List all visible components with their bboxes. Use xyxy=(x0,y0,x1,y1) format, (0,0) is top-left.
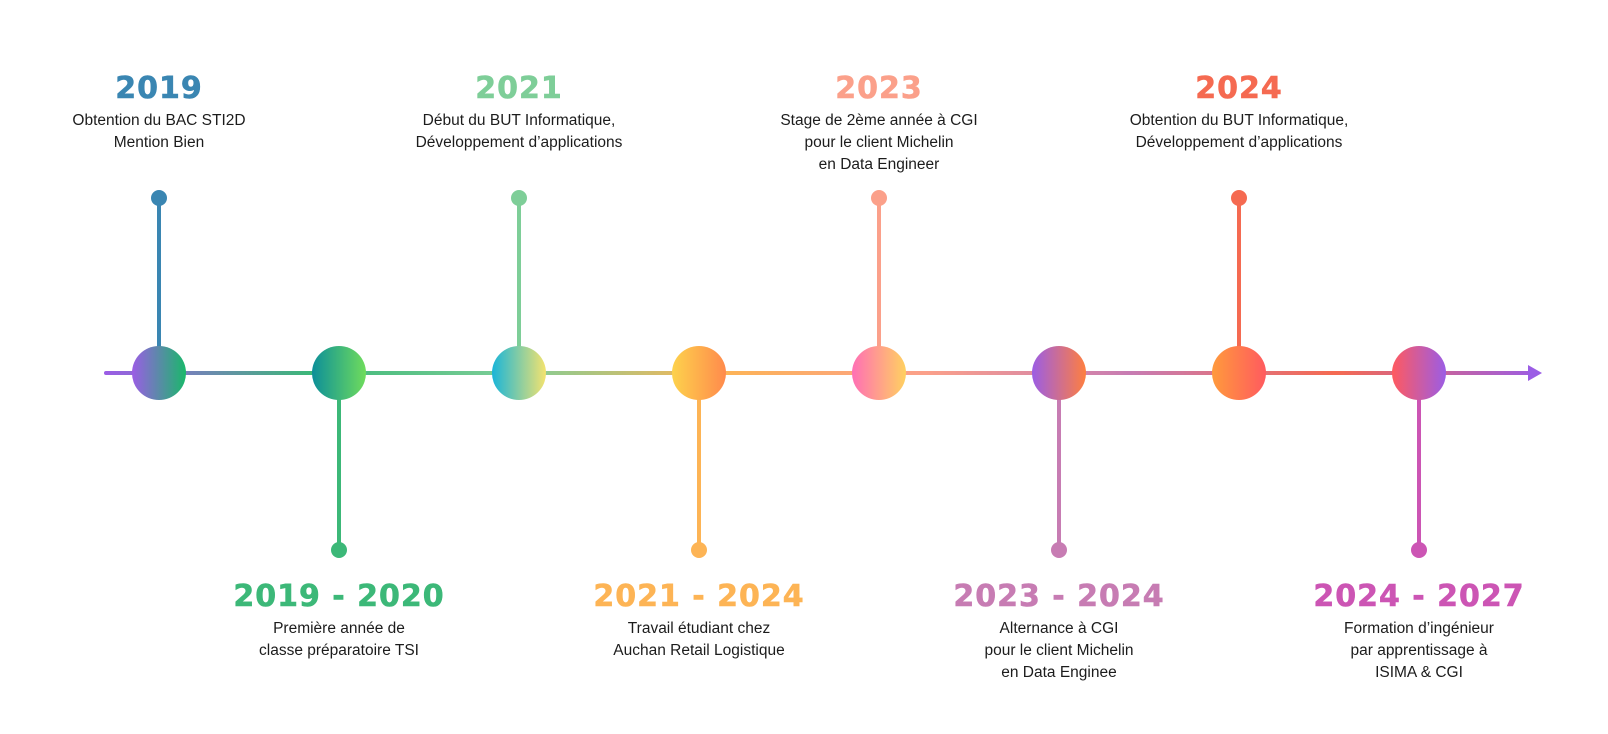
event-description-line: en Data Enginee xyxy=(1001,664,1117,681)
event-description: Première année de classe préparatoire TSI xyxy=(179,618,499,662)
timeline-event: 2021 - 2024 Travail étudiant chez Auchan R… xyxy=(539,579,859,662)
event-description-line: Stage de 2ème année à CGI xyxy=(780,112,978,129)
timeline-node xyxy=(1392,346,1446,400)
event-year: 2023 - 2024 xyxy=(953,579,1165,614)
event-description-line: Obtention du BAC STI2D xyxy=(72,112,246,129)
event-description: Alternance à CGI pour le client Michelin e… xyxy=(899,618,1219,684)
timeline-arrowhead xyxy=(1528,365,1542,381)
timeline-node xyxy=(132,346,186,400)
event-dot xyxy=(1051,542,1067,558)
event-dot xyxy=(1411,542,1427,558)
timeline-event: 2021 Début du BUT Informatique, Développem… xyxy=(359,71,679,154)
event-dot xyxy=(151,190,167,206)
timeline-node xyxy=(1032,346,1086,400)
event-description-line: pour le client Michelin xyxy=(804,134,954,151)
event-description-line: Formation d’ingénieur xyxy=(1344,620,1494,637)
event-year: 2023 xyxy=(835,71,923,106)
event-description: Obtention du BAC STI2D Mention Bien xyxy=(0,110,319,154)
event-description-line: Développement d’applications xyxy=(415,134,623,151)
timeline-node xyxy=(1212,346,1266,400)
event-description-line: Développement d’applications xyxy=(1135,134,1343,151)
event-description-line: Début du BUT Informatique, xyxy=(422,112,616,129)
timeline-event: 2023 Stage de 2ème année à CGI pour le cli… xyxy=(719,71,1039,176)
event-dot xyxy=(511,190,527,206)
event-description: Début du BUT Informatique, Développement … xyxy=(359,110,679,154)
event-description-line: Alternance à CGI xyxy=(999,620,1119,637)
event-dot xyxy=(1231,190,1247,206)
event-description-line: par apprentissage à xyxy=(1350,642,1488,659)
event-description-line: pour le client Michelin xyxy=(984,642,1134,659)
event-description: Formation d’ingénieur par apprentissage à… xyxy=(1259,618,1579,684)
event-description-line: Travail étudiant chez xyxy=(627,620,771,637)
event-description-line: classe préparatoire TSI xyxy=(259,642,419,659)
timeline-event: 2023 - 2024 Alternance à CGI pour le clien… xyxy=(899,579,1219,684)
event-year: 2021 - 2024 xyxy=(593,579,805,614)
event-description-line: ISIMA & CGI xyxy=(1375,664,1463,681)
event-year: 2019 xyxy=(115,71,203,106)
event-description-line: Première année de xyxy=(273,620,405,637)
event-year: 2021 xyxy=(475,71,563,106)
event-year: 2024 - 2027 xyxy=(1313,579,1525,614)
event-description: Obtention du BUT Informatique, Développem… xyxy=(1079,110,1399,154)
event-dot xyxy=(331,542,347,558)
timeline-event: 2024 Obtention du BUT Informatique, Dévelo… xyxy=(1079,71,1399,154)
timeline-event: 2019 - 2020 Première année de classe prépa… xyxy=(179,579,499,662)
timeline-event: 2024 - 2027 Formation d’ingénieur par appr… xyxy=(1259,579,1579,684)
event-dot xyxy=(691,542,707,558)
event-description: Stage de 2ème année à CGI pour le client … xyxy=(719,110,1039,176)
event-description: Travail étudiant chez Auchan Retail Logis… xyxy=(539,618,859,662)
event-description-line: Auchan Retail Logistique xyxy=(613,642,785,659)
timeline-event: 2019 Obtention du BAC STI2D Mention Bien xyxy=(0,71,319,154)
timeline-node xyxy=(672,346,726,400)
timeline-node xyxy=(312,346,366,400)
timeline-node xyxy=(492,346,546,400)
event-dot xyxy=(871,190,887,206)
timeline-node xyxy=(852,346,906,400)
event-description-line: Mention Bien xyxy=(113,134,205,151)
event-description-line: en Data Engineer xyxy=(818,156,940,173)
event-description-line: Obtention du BUT Informatique, xyxy=(1129,112,1349,129)
event-year: 2019 - 2020 xyxy=(233,579,445,614)
event-year: 2024 xyxy=(1195,71,1283,106)
